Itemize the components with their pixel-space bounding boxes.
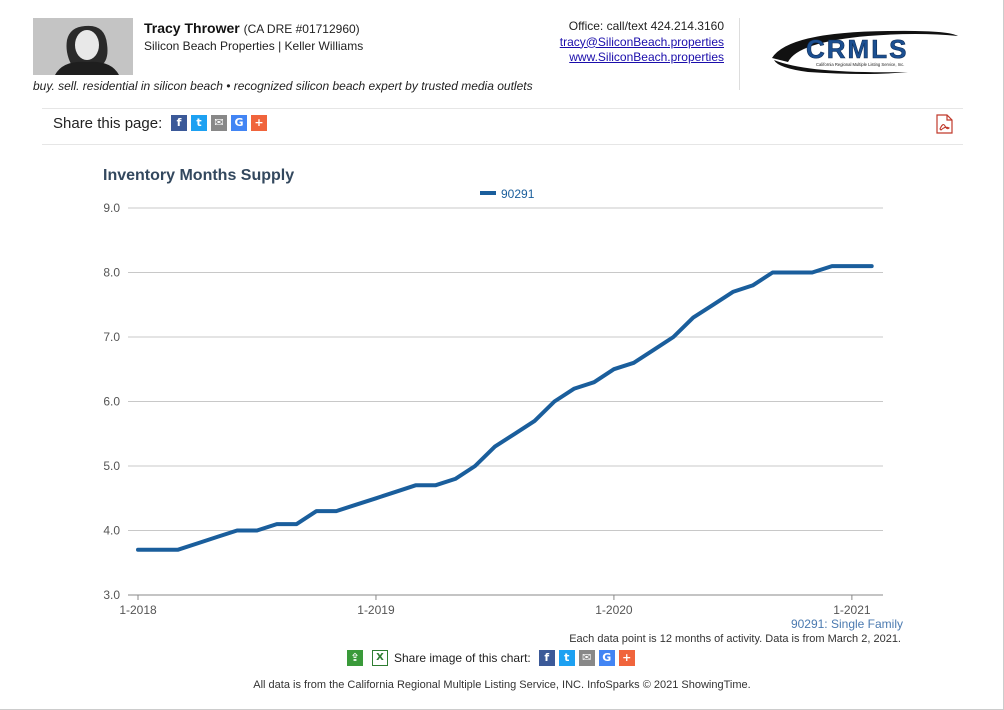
agent-dre: (CA DRE #01712960) xyxy=(243,22,360,36)
crmls-logo-text: CRMLS xyxy=(806,34,908,64)
x-tick-label: 1-2018 xyxy=(119,603,157,617)
share-page-label: Share this page: xyxy=(53,115,163,132)
y-tick-label: 6.0 xyxy=(103,395,120,409)
data-point[interactable] xyxy=(589,377,599,387)
agent-name: Tracy Thrower xyxy=(144,20,240,36)
data-point[interactable] xyxy=(371,493,381,503)
y-tick-label: 7.0 xyxy=(103,330,120,344)
data-point[interactable] xyxy=(391,487,401,497)
excel-export-icon[interactable]: X xyxy=(372,650,388,666)
agent-header: Tracy Thrower (CA DRE #01712960) Silicon… xyxy=(0,0,1004,108)
y-tick-label: 5.0 xyxy=(103,459,120,473)
chart-subtitle: 90291: Single Family xyxy=(791,617,903,631)
data-point[interactable] xyxy=(609,364,619,374)
share-chart-icons: f t ✉ G + xyxy=(538,650,635,666)
chart-share-bar: ⇪ X Share image of this chart: f t ✉ G + xyxy=(347,649,635,667)
data-point[interactable] xyxy=(787,268,797,278)
agent-name-line: Tracy Thrower (CA DRE #01712960) xyxy=(144,20,360,36)
chart-legend: 90291 xyxy=(480,187,535,201)
data-point[interactable] xyxy=(411,480,421,490)
chart-container: Inventory Months Supply 90291 3.0 4.0 5.0 6… xyxy=(0,150,1004,650)
facebook-icon[interactable]: f xyxy=(171,115,187,131)
data-point[interactable] xyxy=(252,526,262,536)
data-point[interactable] xyxy=(847,261,857,271)
data-point[interactable] xyxy=(351,500,361,510)
data-point[interactable] xyxy=(272,519,282,529)
data-point[interactable] xyxy=(133,545,143,555)
data-point[interactable] xyxy=(668,332,678,342)
y-axis-ticks: 3.0 4.0 5.0 6.0 7.0 8.0 9.0 xyxy=(103,201,120,602)
google-icon[interactable]: G xyxy=(231,115,247,131)
data-point[interactable] xyxy=(311,506,321,516)
data-point[interactable] xyxy=(450,474,460,484)
data-point[interactable] xyxy=(827,261,837,271)
data-point[interactable] xyxy=(232,526,242,536)
chart-more-share-icon[interactable]: + xyxy=(618,650,635,666)
office-phone: Office: call/text 424.214.3160 xyxy=(568,19,724,33)
data-point[interactable] xyxy=(192,538,202,548)
data-point[interactable] xyxy=(728,287,738,297)
series-line-90291[interactable] xyxy=(136,264,874,552)
data-point[interactable] xyxy=(649,345,659,355)
data-point[interactable] xyxy=(807,268,817,278)
y-tick-label: 4.0 xyxy=(103,524,120,538)
share-page-icons: f t ✉ G + xyxy=(171,115,267,131)
x-tick-label: 1-2021 xyxy=(833,603,871,617)
agent-tagline: buy. sell. residential in silicon beach … xyxy=(33,79,533,93)
chart-email-icon[interactable]: ✉ xyxy=(578,650,595,666)
chart-grid xyxy=(128,207,883,596)
share-chart-label: Share image of this chart: xyxy=(394,651,531,665)
x-tick-label: 1-2020 xyxy=(595,603,633,617)
chart-twitter-icon[interactable]: t xyxy=(558,650,575,666)
website-link[interactable]: www.SiliconBeach.properties xyxy=(569,50,724,64)
y-tick-label: 9.0 xyxy=(103,201,120,215)
data-point[interactable] xyxy=(510,429,520,439)
data-point[interactable] xyxy=(490,442,500,452)
crmls-logo-subtext: California Regional Multiple Listing Ser… xyxy=(816,62,904,67)
email-icon[interactable]: ✉ xyxy=(211,115,227,131)
data-source-note: All data is from the California Regional… xyxy=(253,679,751,691)
share-chart-icon[interactable]: ⇪ xyxy=(347,650,363,666)
pdf-icon[interactable] xyxy=(936,114,953,134)
data-point[interactable] xyxy=(688,313,698,323)
data-point[interactable] xyxy=(470,461,480,471)
data-point[interactable] xyxy=(629,358,639,368)
chart-google-icon[interactable]: G xyxy=(598,650,615,666)
data-point[interactable] xyxy=(173,545,183,555)
crmls-logo: CRMLS California Regional Multiple Listi… xyxy=(768,28,960,76)
series-group xyxy=(133,261,877,555)
data-point[interactable] xyxy=(292,519,302,529)
chart-facebook-icon[interactable]: f xyxy=(538,650,555,666)
y-tick-label: 8.0 xyxy=(103,266,120,280)
chart-note: Each data point is 12 months of activity… xyxy=(569,633,901,645)
data-point[interactable] xyxy=(569,384,579,394)
inventory-chart: Inventory Months Supply 90291 3.0 4.0 5.0 6… xyxy=(103,167,903,645)
data-point[interactable] xyxy=(867,261,877,271)
data-point[interactable] xyxy=(331,506,341,516)
data-point[interactable] xyxy=(748,280,758,290)
x-tick-label: 1-2019 xyxy=(357,603,395,617)
data-point[interactable] xyxy=(212,532,222,542)
legend-label[interactable]: 90291 xyxy=(501,187,535,201)
chart-title: Inventory Months Supply xyxy=(103,167,294,184)
header-divider xyxy=(739,18,740,90)
agent-company: Silicon Beach Properties | Keller Willia… xyxy=(144,39,364,53)
y-tick-label: 3.0 xyxy=(103,588,120,602)
twitter-icon[interactable]: t xyxy=(191,115,207,131)
data-point[interactable] xyxy=(530,416,540,426)
legend-swatch xyxy=(480,191,496,195)
data-point[interactable] xyxy=(708,300,718,310)
data-point[interactable] xyxy=(549,397,559,407)
email-link[interactable]: tracy@SiliconBeach.properties xyxy=(559,34,724,49)
data-point[interactable] xyxy=(153,545,163,555)
agent-photo xyxy=(33,18,133,75)
more-share-icon[interactable]: + xyxy=(251,115,267,131)
data-point[interactable] xyxy=(430,480,440,490)
x-axis-ticks: 1-2018 1-2019 1-2020 1-2021 xyxy=(119,595,871,617)
contact-block: Office: call/text 424.214.3160 tracy@Sil… xyxy=(560,19,724,66)
share-bar: Share this page: f t ✉ G + xyxy=(42,108,963,145)
data-point[interactable] xyxy=(768,268,778,278)
